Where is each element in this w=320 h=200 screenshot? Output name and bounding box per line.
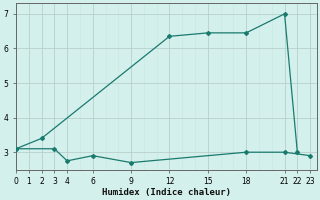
X-axis label: Humidex (Indice chaleur): Humidex (Indice chaleur) (102, 188, 231, 197)
